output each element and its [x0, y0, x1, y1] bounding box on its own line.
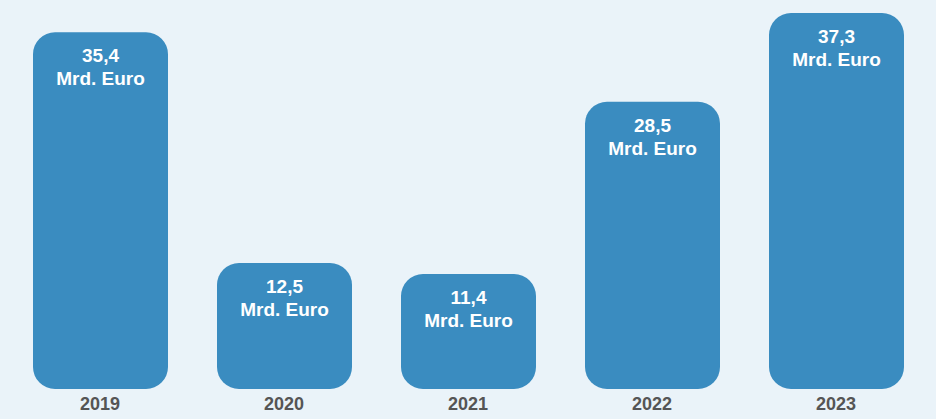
svg-text:2023: 2023 [816, 394, 856, 414]
svg-text:37,3Mrd. Euro: 37,3Mrd. Euro [792, 26, 881, 70]
svg-text:2022: 2022 [632, 394, 672, 414]
svg-text:35,4Mrd. Euro: 35,4Mrd. Euro [56, 45, 145, 89]
svg-text:2019: 2019 [80, 394, 120, 414]
svg-text:12,5Mrd. Euro: 12,5Mrd. Euro [240, 276, 329, 320]
svg-text:2020: 2020 [264, 394, 304, 414]
svg-text:11,4Mrd. Euro: 11,4Mrd. Euro [424, 287, 513, 331]
svg-text:2021: 2021 [448, 394, 488, 414]
svg-text:28,5Mrd. Euro: 28,5Mrd. Euro [608, 115, 697, 159]
